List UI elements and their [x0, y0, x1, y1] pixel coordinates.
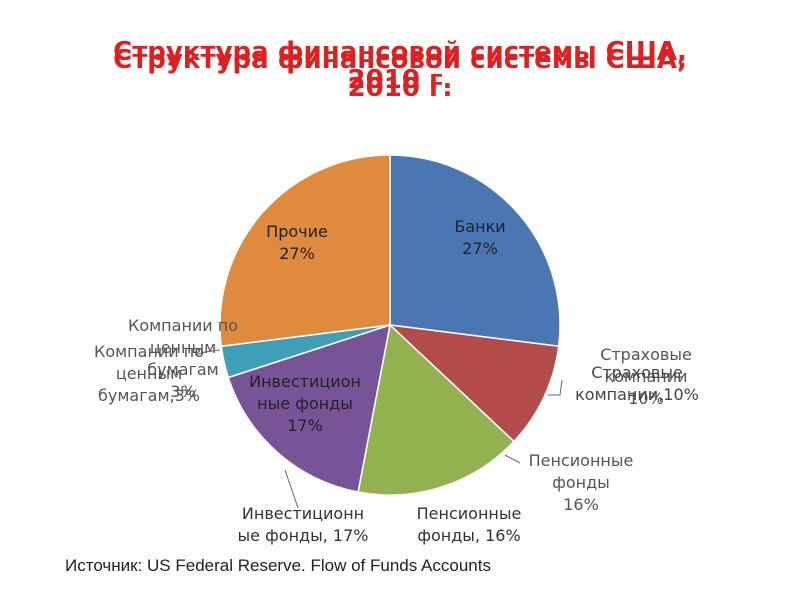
pie-slice-инвестиционные-фонды [227, 323, 391, 493]
outer-label-1: Страховые компании 10% [600, 345, 692, 408]
leader-line-2 [504, 454, 521, 464]
pie-slice-пенсионные-фонды [357, 323, 515, 496]
slice-label-инвестиционные-фонды: Инвестицион ные фонды 17% [249, 372, 361, 435]
outer-label-7: Компании по ценным бумагам,3% [94, 342, 204, 405]
outer-label-4: Пенсионные фонды, 16% [417, 504, 522, 545]
leader-line-1 [548, 379, 563, 396]
outer-label-2: Страховые компании,10% [575, 363, 699, 404]
pie-slice-прочие [219, 154, 391, 348]
leader-line-4 [194, 349, 221, 356]
slice-label-прочие: Прочие 27% [266, 222, 328, 263]
source-note: Источник: US Federal Reserve. Flow of Fu… [65, 556, 491, 575]
pie-slice-страховые-компании [387, 323, 560, 443]
outer-label-6: Компании по ценным бумагам 3% [128, 316, 238, 401]
chart-title-shadow: Структура финансовой системы США, 2010 г… [113, 45, 687, 103]
outer-label-5: Инвестиционн ые фонды, 17% [238, 504, 369, 545]
pie-slice-банки [389, 154, 561, 348]
slice-label-банки: Банки 27% [454, 217, 505, 258]
outer-label-3: Пенсионные фонды 16% [529, 451, 634, 514]
leader-line-3 [284, 469, 299, 509]
chart-title: Структура финансовой системы США, 2010 г… [113, 37, 687, 95]
